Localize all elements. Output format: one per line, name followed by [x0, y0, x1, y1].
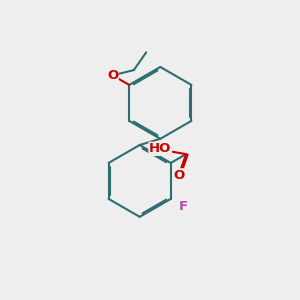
Text: O: O: [173, 169, 184, 182]
Text: HO: HO: [149, 142, 171, 155]
Text: F: F: [179, 200, 188, 213]
Text: O: O: [107, 69, 118, 82]
